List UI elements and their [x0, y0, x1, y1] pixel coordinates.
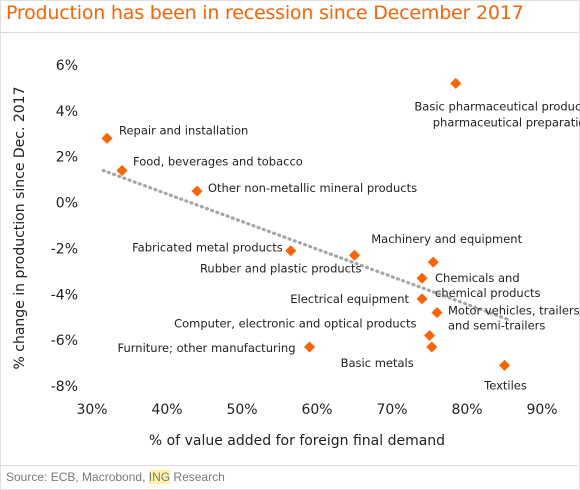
- x-tick-label: 50%: [226, 402, 257, 418]
- y-tick-label: 6%: [56, 58, 78, 74]
- title-divider: [0, 32, 578, 33]
- data-point-marker: [349, 249, 360, 261]
- point-label: Basic metals: [341, 356, 414, 370]
- y-tick-label: 0%: [56, 196, 78, 212]
- trend-line: [101, 168, 510, 322]
- data-point-marker: [191, 185, 203, 197]
- source-note: Source: ECB, Macrobond, ING Research: [6, 470, 225, 484]
- point-label: Basic pharmaceutical products and: [414, 99, 580, 113]
- x-tick-label: 70%: [376, 402, 407, 418]
- y-tick-label: -6%: [51, 333, 78, 349]
- point-label: Furniture; other manufacturing: [117, 341, 295, 355]
- point-label: Food, beverages and tobacco: [133, 154, 303, 168]
- footer-divider: [0, 465, 578, 466]
- data-points: [101, 77, 510, 371]
- x-tick-label: 80%: [451, 402, 482, 418]
- point-labels: Repair and installation Food, beverages a…: [117, 99, 580, 392]
- point-label: Computer, electronic and optical product…: [174, 317, 416, 331]
- x-tick-labels: 30% 40% 50% 60% 70% 80% 90%: [76, 402, 557, 418]
- y-tick-label: 4%: [56, 104, 78, 120]
- y-tick-labels: 6% 4% 2% 0% -2% -4% -6% -8%: [51, 58, 78, 395]
- x-tick-label: 30%: [76, 402, 107, 418]
- y-tick-label: 2%: [56, 150, 78, 166]
- data-point-marker: [426, 341, 438, 353]
- chart-title: Production has been in recession since D…: [6, 2, 524, 24]
- x-tick-label: 60%: [301, 402, 332, 418]
- data-point-marker: [431, 307, 443, 319]
- x-axis-label: % of value added for foreign final deman…: [149, 433, 445, 449]
- point-label: Electrical equipment: [290, 292, 409, 306]
- point-label: Machinery and equipment: [371, 232, 522, 246]
- point-label: Chemicals and: [435, 271, 520, 285]
- data-point-marker: [101, 132, 113, 144]
- source-highlight: ING: [148, 470, 171, 484]
- source-suffix: Research: [170, 470, 225, 484]
- point-label: Other non-metallic mineral products: [208, 181, 417, 195]
- point-label: Rubber and plastic products: [200, 261, 362, 275]
- data-point-marker: [416, 272, 428, 284]
- data-point-marker: [499, 359, 510, 371]
- point-label: Textiles: [483, 378, 527, 392]
- data-point-marker: [416, 293, 428, 305]
- x-tick-label: 90%: [526, 402, 557, 418]
- point-label: and semi-trailers: [448, 319, 545, 333]
- source-prefix: Source: ECB, Macrobond,: [6, 470, 149, 484]
- point-label: pharmaceutical preparations: [433, 115, 580, 129]
- point-label: Motor vehicles, trailers: [448, 304, 580, 318]
- y-tick-label: -8%: [51, 379, 78, 395]
- point-label: Fabricated metal products: [132, 241, 283, 255]
- data-point-marker: [116, 164, 128, 176]
- point-label: chemical products: [435, 286, 541, 300]
- y-tick-label: -2%: [51, 241, 78, 257]
- data-point-marker: [450, 77, 462, 89]
- point-label: Repair and installation: [119, 123, 248, 137]
- x-tick-label: 40%: [151, 402, 182, 418]
- y-axis-label: % change in production since Dec. 2017: [12, 86, 28, 369]
- data-point-marker: [285, 245, 297, 257]
- data-point-marker: [424, 330, 435, 342]
- data-point-marker: [304, 341, 315, 353]
- data-point-marker: [427, 256, 439, 268]
- y-tick-label: -4%: [51, 287, 78, 303]
